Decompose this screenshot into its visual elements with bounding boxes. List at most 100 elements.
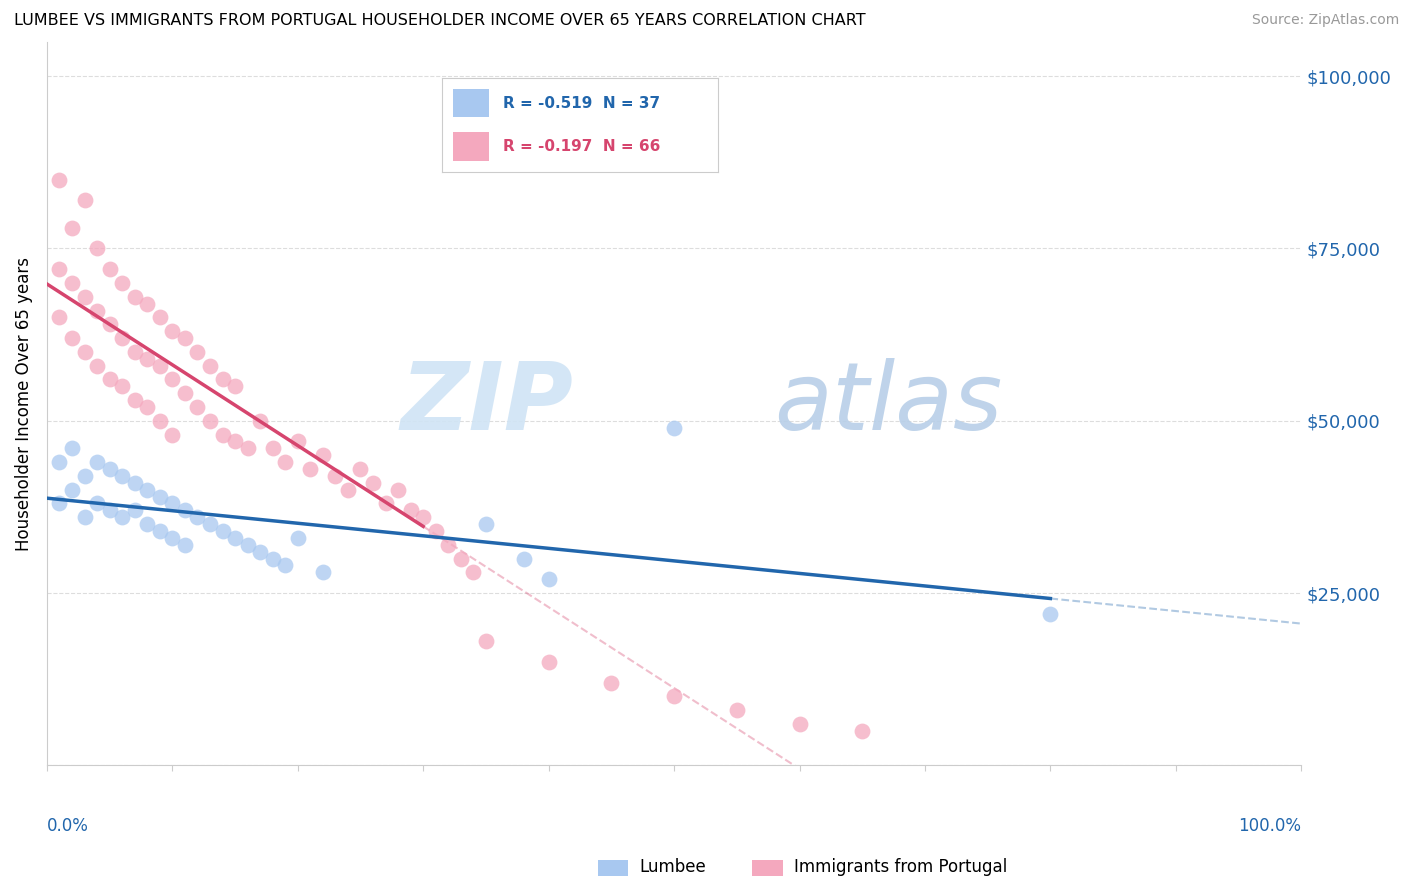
Point [124,344,146,359]
Point [73,290,96,304]
Point [149,524,172,538]
Point [149,310,172,325]
Point [60,483,83,497]
Point [86,359,108,373]
Point [274,455,297,469]
Point [1039,607,1062,621]
Point [86,455,108,469]
Point [162,427,184,442]
Point [374,496,396,510]
Text: ZIP: ZIP [401,358,574,450]
Point [48,172,70,186]
Text: atlas: atlas [775,358,1002,449]
Point [98,462,121,476]
Point [98,503,121,517]
Text: Source: ZipAtlas.com: Source: ZipAtlas.com [1251,13,1399,28]
Point [136,400,159,414]
Point [198,414,221,428]
Point [162,531,184,545]
Point [312,566,335,580]
Point [312,448,335,462]
Point [162,372,184,386]
Point [60,442,83,456]
Point [537,655,560,669]
Point [287,434,309,449]
Point [236,442,259,456]
Point [325,469,347,483]
Point [211,427,233,442]
Point [198,359,221,373]
Point [437,538,460,552]
Point [336,483,359,497]
Point [851,723,873,738]
Point [124,290,146,304]
Point [463,566,485,580]
Text: 100.0%: 100.0% [1239,817,1302,835]
Point [412,510,434,524]
Point [224,531,246,545]
Point [173,386,195,401]
Point [425,524,447,538]
Point [149,414,172,428]
Point [86,242,108,256]
Point [236,538,259,552]
Point [186,400,208,414]
Point [299,462,322,476]
Point [274,558,297,573]
Point [537,572,560,586]
Point [725,703,748,717]
Text: Lumbee: Lumbee [640,858,706,876]
Point [450,551,472,566]
Point [73,510,96,524]
Point [111,331,134,345]
Point [349,462,371,476]
Point [361,475,384,490]
Point [287,531,309,545]
Point [162,496,184,510]
Point [98,318,121,332]
Point [73,194,96,208]
Point [60,220,83,235]
Point [600,675,623,690]
Point [198,517,221,532]
Point [111,510,134,524]
Point [475,634,498,648]
Point [662,690,685,704]
Point [98,372,121,386]
Point [149,490,172,504]
Point [48,262,70,277]
Point [262,442,284,456]
Point [48,310,70,325]
Point [86,496,108,510]
Point [249,545,271,559]
Point [136,351,159,366]
Point [662,420,685,434]
Point [173,503,195,517]
Point [186,344,208,359]
Point [48,455,70,469]
Point [173,331,195,345]
Point [512,551,534,566]
Point [136,296,159,310]
Point [73,469,96,483]
Point [48,496,70,510]
Point [124,503,146,517]
Point [211,524,233,538]
Y-axis label: Householder Income Over 65 years: Householder Income Over 65 years [15,257,32,550]
Point [475,517,498,532]
Point [249,414,271,428]
Point [124,393,146,408]
Point [136,483,159,497]
Point [149,359,172,373]
Point [162,324,184,338]
Point [262,551,284,566]
Point [98,262,121,277]
Point [86,303,108,318]
Text: 0.0%: 0.0% [46,817,89,835]
Point [73,344,96,359]
Point [60,276,83,290]
Point [186,510,208,524]
Point [173,538,195,552]
Point [211,372,233,386]
Point [789,717,811,731]
